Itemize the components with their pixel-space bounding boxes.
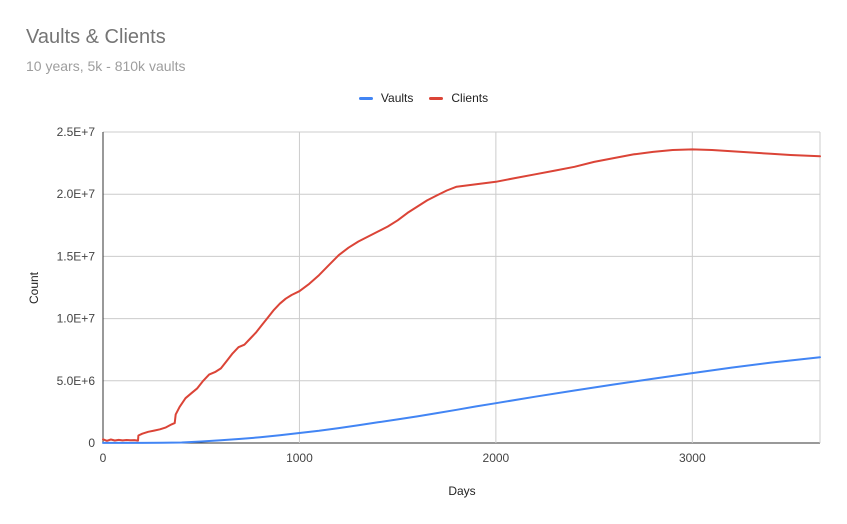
chart-subtitle: 10 years, 5k - 810k vaults — [26, 58, 186, 74]
series-lines — [102, 148, 821, 444]
chart-title: Vaults & Clients — [26, 26, 166, 48]
y-tick-label: 1.5E+7 — [57, 249, 96, 263]
y-tick-label: 0 — [88, 436, 95, 450]
legend-swatch-vaults — [358, 96, 373, 100]
x-tick-label: 2000 — [483, 451, 510, 465]
legend-item-vaults[interactable]: Vaults — [358, 91, 414, 105]
x-tick-label: 3000 — [679, 451, 706, 465]
series-line-vaults[interactable] — [102, 356, 821, 444]
y-axis-title: Count — [27, 271, 41, 304]
gridlines — [102, 131, 821, 444]
axes: 0 5.0E+6 1.0E+7 1.5E+7 2.0E+7 2.5E+7 0 1000 2000… — [57, 125, 706, 465]
x-tick-label: 0 — [100, 451, 107, 465]
x-tick-label: 1000 — [286, 451, 313, 465]
legend-label-vaults: Vaults — [380, 91, 414, 105]
x-axis-title: Days — [448, 484, 475, 498]
legend-swatch-clients — [429, 96, 444, 100]
legend-item-clients[interactable]: Clients — [429, 91, 488, 105]
series-line-clients[interactable] — [102, 148, 821, 442]
y-tick-label: 2.0E+7 — [57, 187, 96, 201]
y-tick-label: 5.0E+6 — [57, 374, 96, 388]
legend: Vaults Clients — [0, 91, 847, 105]
y-tick-label: 1.0E+7 — [57, 312, 96, 326]
legend-label-clients: Clients — [451, 91, 489, 105]
y-tick-label: 2.5E+7 — [57, 125, 96, 139]
